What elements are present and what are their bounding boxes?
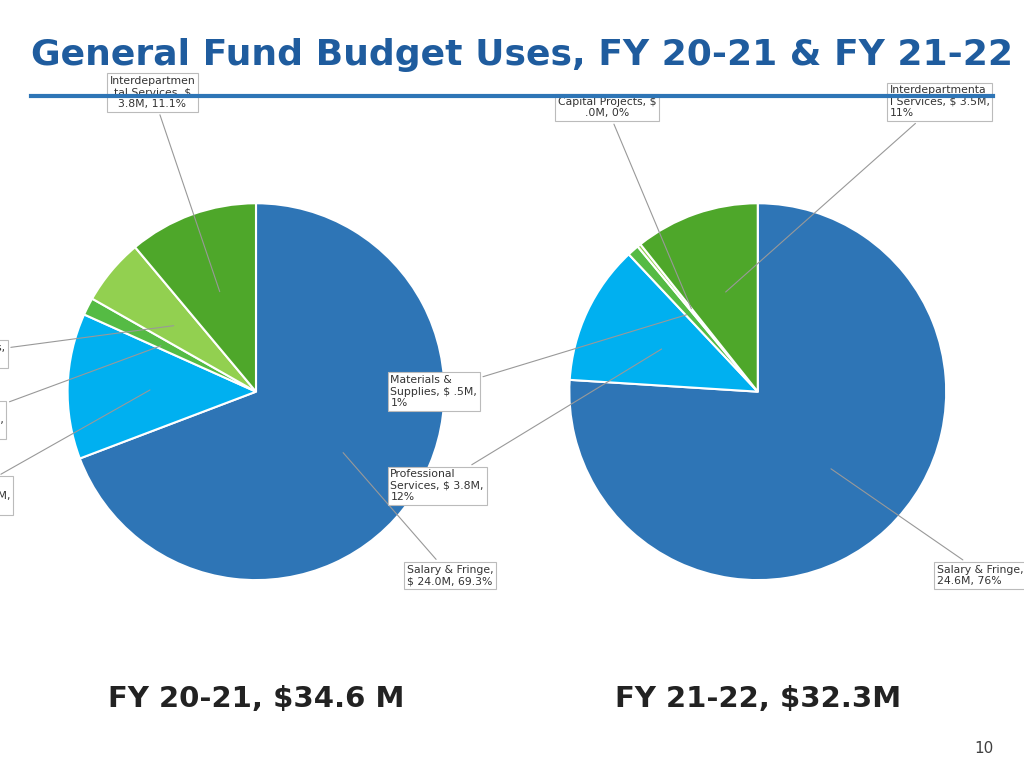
Text: Capital Projects, $
.0M, 0%: Capital Projects, $ .0M, 0% (558, 97, 691, 309)
Wedge shape (80, 204, 444, 580)
Text: FY 20-21, $34.6 M: FY 20-21, $34.6 M (108, 685, 404, 713)
Wedge shape (569, 254, 758, 392)
Text: General Fund Budget Uses, FY 20-21 & FY 21-22: General Fund Budget Uses, FY 20-21 & FY … (31, 38, 1013, 72)
Text: Professional
Services, $ 4.3M,
12.5%: Professional Services, $ 4.3M, 12.5% (0, 390, 150, 512)
Wedge shape (638, 244, 758, 392)
Text: 10: 10 (974, 741, 993, 756)
Wedge shape (68, 314, 256, 458)
Text: Capital Projects,
$ 2.0M, 5.7%: Capital Projects, $ 2.0M, 5.7% (0, 326, 174, 365)
Wedge shape (92, 247, 256, 392)
Text: FY 21-22, $32.3M: FY 21-22, $32.3M (614, 685, 901, 713)
Text: Materials &
Supplies, $ .5M,
1.5%: Materials & Supplies, $ .5M, 1.5% (0, 346, 161, 436)
Text: Professional
Services, $ 3.8M,
12%: Professional Services, $ 3.8M, 12% (390, 349, 662, 502)
Wedge shape (569, 204, 946, 580)
Text: Salary & Fringe, $
24.6M, 76%: Salary & Fringe, $ 24.6M, 76% (831, 468, 1024, 586)
Text: Salary & Fringe,
$ 24.0M, 69.3%: Salary & Fringe, $ 24.0M, 69.3% (343, 452, 494, 586)
Wedge shape (640, 204, 758, 392)
Text: Interdepartmen
tal Services, $
3.8M, 11.1%: Interdepartmen tal Services, $ 3.8M, 11.… (110, 76, 220, 292)
Text: Materials &
Supplies, $ .5M,
1%: Materials & Supplies, $ .5M, 1% (390, 315, 686, 409)
Text: Interdepartmenta
l Services, $ 3.5M,
11%: Interdepartmenta l Services, $ 3.5M, 11% (726, 85, 989, 292)
Wedge shape (629, 247, 758, 392)
Wedge shape (84, 299, 256, 392)
Wedge shape (135, 204, 256, 392)
